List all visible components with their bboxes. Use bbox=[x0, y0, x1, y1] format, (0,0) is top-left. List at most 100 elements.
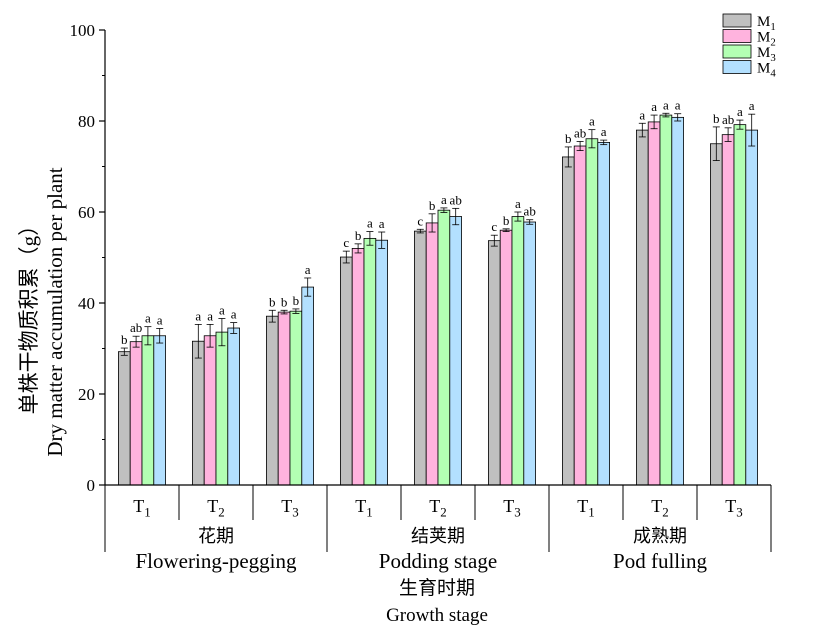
bar bbox=[153, 335, 167, 486]
x-tick-label: T2 bbox=[429, 496, 446, 520]
significance-letter: a bbox=[207, 308, 213, 323]
bar bbox=[573, 145, 587, 486]
significance-letter: b bbox=[429, 198, 436, 213]
bar bbox=[745, 129, 758, 486]
significance-letter: a bbox=[195, 308, 201, 323]
bar bbox=[562, 156, 575, 486]
bar bbox=[413, 230, 427, 486]
legend-swatch bbox=[722, 13, 752, 28]
bar bbox=[301, 286, 314, 486]
significance-letter: b bbox=[713, 111, 720, 126]
bar bbox=[659, 114, 673, 486]
y-tick-label: 60 bbox=[78, 203, 95, 222]
stage-label-en: Podding stage bbox=[379, 549, 497, 573]
bar bbox=[733, 124, 747, 486]
bar bbox=[375, 239, 388, 486]
significance-letter: a bbox=[515, 196, 521, 211]
bar bbox=[203, 335, 217, 486]
x-tick-label: T1 bbox=[133, 496, 150, 520]
bar bbox=[227, 327, 241, 486]
x-axis-label-cn: 生育时期 bbox=[399, 577, 475, 599]
significance-letter: ab bbox=[574, 125, 586, 140]
significance-letter: ab bbox=[130, 320, 142, 335]
significance-letter: a bbox=[737, 104, 743, 119]
bar bbox=[351, 247, 365, 486]
significance-letter: a bbox=[675, 98, 681, 113]
bar bbox=[671, 116, 684, 486]
legend-label: M3 bbox=[757, 45, 776, 64]
significance-letter: b bbox=[293, 293, 300, 308]
significance-letter: a bbox=[379, 216, 385, 231]
stage-label-cn: 花期 bbox=[198, 526, 234, 546]
y-tick-label: 0 bbox=[87, 476, 96, 495]
y-tick-label: 80 bbox=[78, 112, 95, 131]
bar bbox=[449, 216, 462, 486]
y-axis-label-cn: 单株干物质积累（g） bbox=[17, 215, 41, 415]
legend-label: M1 bbox=[757, 14, 776, 33]
x-tick-label: T2 bbox=[651, 496, 668, 520]
bar bbox=[215, 331, 229, 486]
y-axis-label: 单株干物质积累（g） Dry matter accumulation per p… bbox=[17, 167, 67, 456]
significance-letter: a bbox=[601, 124, 607, 139]
bar bbox=[647, 121, 661, 486]
x-axis-label-en: Growth stage bbox=[386, 605, 488, 626]
bar bbox=[425, 222, 439, 486]
x-tick-label: T2 bbox=[207, 496, 224, 520]
stage-label-en: Pod fulling bbox=[613, 549, 707, 573]
significance-letter: a bbox=[589, 114, 595, 129]
bar bbox=[721, 134, 735, 486]
significance-letter: a bbox=[231, 307, 237, 322]
bar bbox=[597, 141, 610, 486]
bar bbox=[636, 129, 649, 486]
bar bbox=[141, 335, 155, 486]
significance-letter: a bbox=[145, 311, 151, 326]
bar bbox=[339, 256, 353, 486]
significance-letter: a bbox=[639, 107, 645, 122]
bar bbox=[437, 209, 451, 486]
stage-label-en: Flowering-pegging bbox=[136, 549, 297, 573]
significance-letter: ab bbox=[524, 204, 536, 219]
significance-letter: b bbox=[355, 228, 362, 243]
x-tick-label: T3 bbox=[725, 496, 742, 520]
significance-letter: b bbox=[281, 294, 288, 309]
significance-letter: a bbox=[651, 99, 657, 114]
bar bbox=[363, 237, 377, 486]
significance-letter: c bbox=[491, 219, 497, 234]
significance-letter: a bbox=[749, 98, 755, 113]
significance-letter: ab bbox=[722, 112, 734, 127]
significance-letter: c bbox=[417, 213, 423, 228]
x-tick-label: T3 bbox=[503, 496, 520, 520]
x-tick-label: T3 bbox=[281, 496, 298, 520]
significance-letter: c bbox=[343, 235, 349, 250]
x-tick-label: T1 bbox=[355, 496, 372, 520]
significance-letter: b bbox=[565, 131, 572, 146]
bar bbox=[710, 143, 723, 486]
y-axis-label-en: Dry matter accumulation per plant bbox=[43, 167, 67, 456]
bar bbox=[191, 340, 205, 486]
legend-swatch bbox=[722, 44, 752, 59]
y-tick-label: 100 bbox=[70, 21, 96, 40]
significance-letter: a bbox=[663, 97, 669, 112]
bar bbox=[118, 351, 131, 486]
significance-letter: a bbox=[441, 192, 447, 207]
legend-swatch bbox=[722, 29, 752, 43]
bar bbox=[523, 221, 536, 486]
x-tick-label: T1 bbox=[577, 496, 594, 520]
stage-label-cn: 成熟期 bbox=[633, 526, 687, 546]
bar bbox=[289, 310, 303, 486]
legend-label: M2 bbox=[757, 30, 776, 49]
bar bbox=[487, 240, 501, 486]
bar bbox=[277, 311, 291, 486]
bar bbox=[585, 138, 599, 486]
significance-letter: a bbox=[367, 216, 373, 231]
bar bbox=[129, 341, 143, 486]
bar bbox=[511, 216, 525, 486]
significance-letter: a bbox=[305, 262, 311, 277]
stage-label-cn: 结荚期 bbox=[411, 526, 465, 546]
bar bbox=[499, 229, 513, 486]
legend-label: M4 bbox=[757, 61, 776, 80]
significance-letter: b bbox=[269, 294, 276, 309]
